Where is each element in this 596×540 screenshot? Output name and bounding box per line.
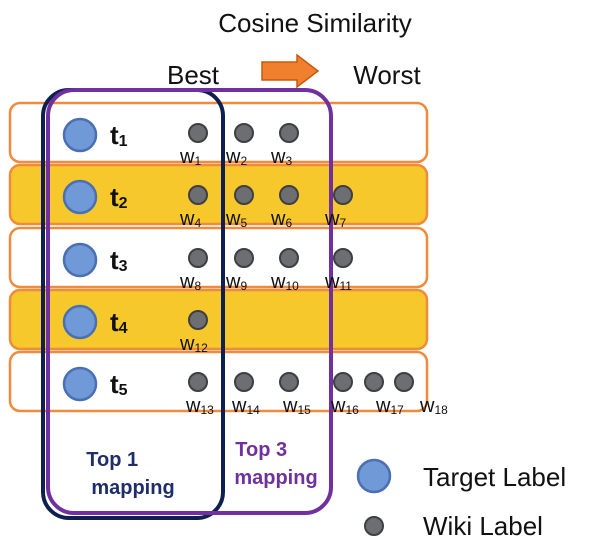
top1-mapping-label: Top 1 mapping [86, 449, 174, 499]
wiki-label-icon [333, 372, 353, 392]
wiki-label-w12: w12 [179, 333, 208, 355]
target-label-t1: t1 [110, 120, 128, 150]
wiki-label-icon [188, 372, 208, 392]
top3-mapping-box [46, 88, 333, 515]
wiki-label-legend-icon [364, 516, 384, 536]
top3-label-line2: mapping [234, 467, 317, 489]
target-label-icon [62, 242, 98, 278]
wiki-label-icon [333, 185, 353, 205]
arrow-right-icon [261, 53, 320, 89]
wiki-label-icon [234, 185, 254, 205]
wiki-label-w17: w17 [375, 395, 404, 417]
target-label-icon [62, 366, 98, 402]
top1-label-line1: Top 1 [86, 449, 138, 471]
wiki-label-w6: w6 [270, 208, 292, 230]
wiki-label-icon [279, 185, 299, 205]
row-bands [8, 101, 429, 413]
diagram-title: Cosine Similarity [218, 8, 412, 38]
row-band-t5 [8, 350, 429, 413]
wiki-label-icon [188, 310, 208, 330]
wiki-label-w18: w18 [419, 395, 448, 417]
wiki-label-w13: w13 [185, 395, 214, 417]
wiki-label-w9: w9 [225, 271, 247, 293]
wiki-label-icon [234, 123, 254, 143]
wiki-label-w16: w16 [330, 395, 359, 417]
row-contents: t1 w1 w2 w3 t2 w4 w5 w6 w7 t3 w8 w9 w10 w11 t4 w12 t5 w13… [62, 117, 448, 417]
wiki-label-w15: w15 [282, 395, 311, 417]
wiki-label-icon [333, 248, 353, 268]
wiki-label-w3: w3 [270, 146, 292, 168]
top3-mapping-label: Top 3 mapping [234, 439, 317, 489]
wiki-label-w7: w7 [324, 208, 346, 230]
target-label-t3: t3 [110, 245, 128, 275]
wiki-label-icon [188, 185, 208, 205]
target-label-t5: t5 [110, 369, 128, 399]
target-label-icon [62, 179, 98, 215]
wiki-label-w11: w11 [324, 271, 352, 293]
wiki-label-w4: w4 [179, 208, 201, 230]
row-band-t2 [8, 163, 429, 226]
wiki-label-icon [279, 248, 299, 268]
wiki-label-icon [234, 372, 254, 392]
wiki-label-legend-text: Wiki Label [423, 511, 543, 540]
wiki-label-icon [279, 372, 299, 392]
top1-label-line2: mapping [91, 477, 174, 499]
wiki-label-icon [234, 248, 254, 268]
target-label-t2: t2 [110, 182, 128, 212]
wiki-label-icon [394, 372, 414, 392]
target-label-legend-icon [356, 458, 392, 494]
wiki-label-w14: w14 [231, 395, 260, 417]
target-label-t4: t4 [110, 307, 128, 337]
target-label-legend-text: Target Label [423, 462, 566, 492]
top3-label-line1: Top 3 [235, 439, 287, 461]
wiki-label-icon [188, 123, 208, 143]
wiki-label-w2: w2 [225, 146, 247, 168]
target-label-icon [62, 304, 98, 340]
wiki-label-icon [279, 123, 299, 143]
wiki-label-w8: w8 [179, 271, 201, 293]
wiki-label-icon [188, 248, 208, 268]
wiki-label-w5: w5 [225, 208, 247, 230]
wiki-label-w10: w10 [270, 271, 299, 293]
worst-label: Worst [353, 60, 421, 90]
best-label: Best [167, 60, 220, 90]
row-band-t3 [8, 226, 429, 289]
target-label-icon [62, 117, 98, 153]
row-band-t4 [8, 288, 429, 351]
wiki-label-w1: w1 [179, 146, 201, 168]
wiki-label-icon [364, 372, 384, 392]
